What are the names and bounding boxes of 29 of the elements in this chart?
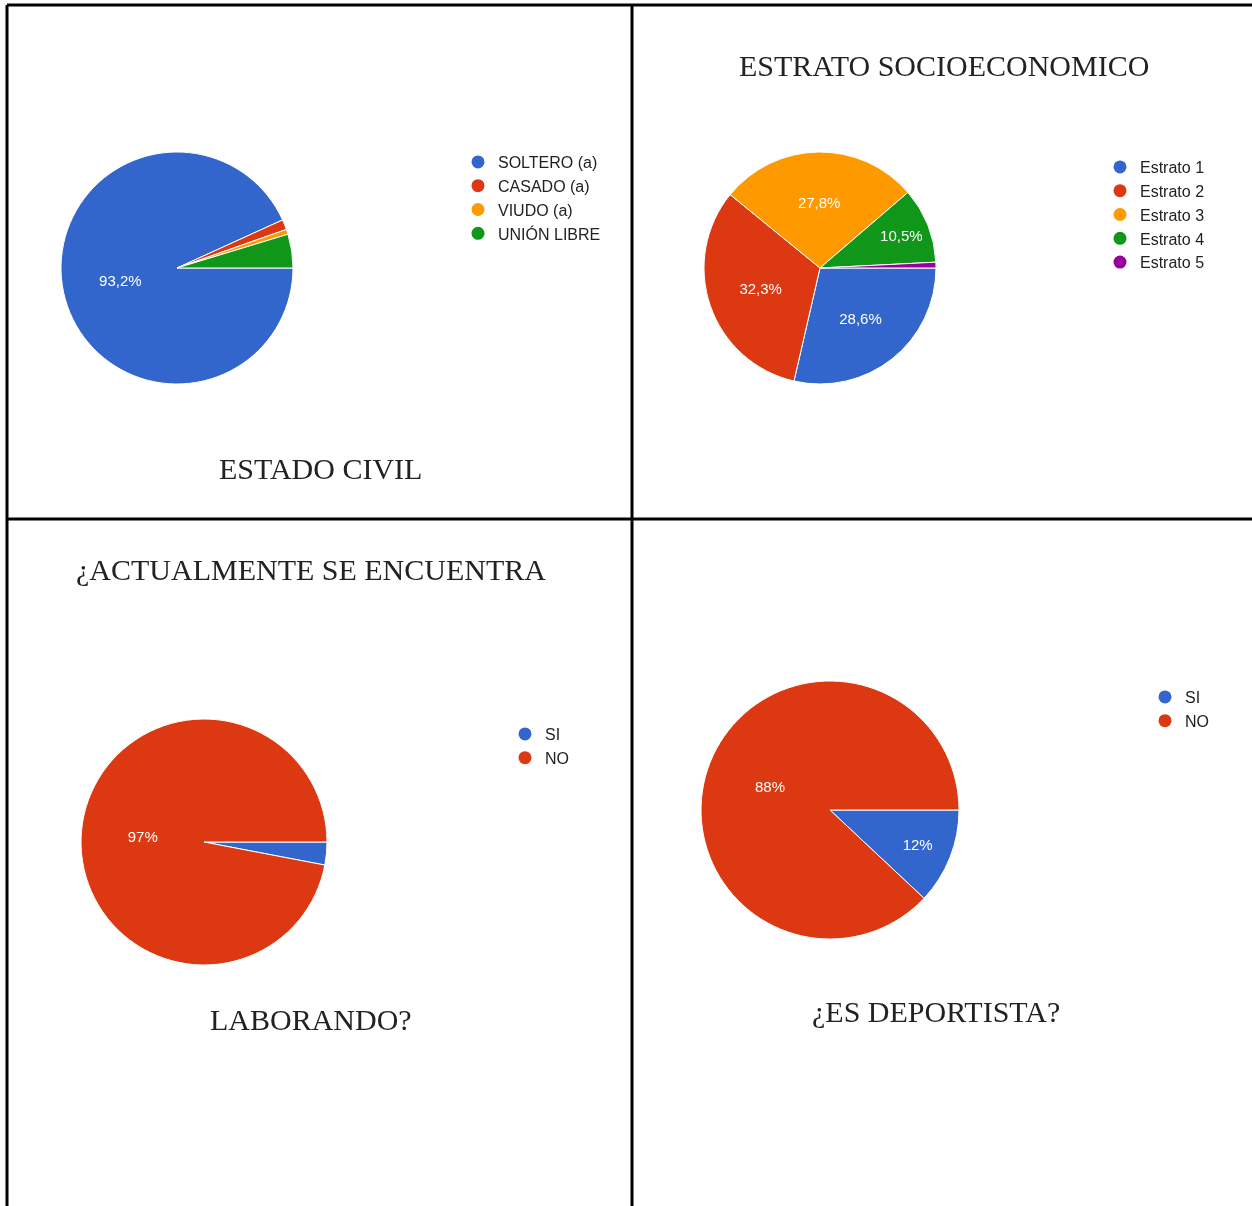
- pie-slice: [700, 680, 960, 940]
- legend-label: Estrato 4: [1140, 230, 1205, 248]
- legend-label: NO: [545, 749, 569, 767]
- chart-title: ESTRATO SOCIOECONOMICO: [739, 49, 1150, 82]
- pie-slice: [80, 718, 328, 966]
- data-label: 10,5%: [880, 226, 923, 244]
- legend-label: UNIÓN LIBRE: [498, 224, 601, 243]
- data-label: 97%: [127, 827, 158, 845]
- legend-label: Estrato 3: [1140, 206, 1205, 224]
- legend-label: CASADO (a): [498, 177, 590, 195]
- text: LABORANDO?: [210, 1003, 412, 1036]
- legend-label: SI: [545, 726, 561, 744]
- legend-label: VIUDO (a): [498, 201, 573, 219]
- legend-label: Estrato 2: [1140, 182, 1205, 200]
- legend-label: Estrato 5: [1140, 254, 1205, 272]
- data-label: 32,3%: [739, 279, 782, 297]
- pie-slice: [60, 151, 294, 385]
- legend-label: NO: [1185, 712, 1209, 730]
- data-label: 28,6%: [839, 310, 882, 328]
- data-label: 27,8%: [797, 193, 841, 211]
- legend-label: SOLTERO (a): [498, 154, 598, 172]
- text: ESTADO CIVIL: [219, 452, 423, 485]
- data-label: 12%: [902, 836, 933, 854]
- legend-label: SI: [1185, 689, 1201, 707]
- chart-title: ¿ACTUALMENTE SE ENCUENTRA: [76, 553, 547, 586]
- data-label: 88%: [755, 777, 786, 795]
- data-label: 93,2%: [99, 271, 142, 289]
- text: ¿ES DEPORTISTA?: [812, 995, 1061, 1028]
- legend-label: Estrato 1: [1140, 159, 1205, 177]
